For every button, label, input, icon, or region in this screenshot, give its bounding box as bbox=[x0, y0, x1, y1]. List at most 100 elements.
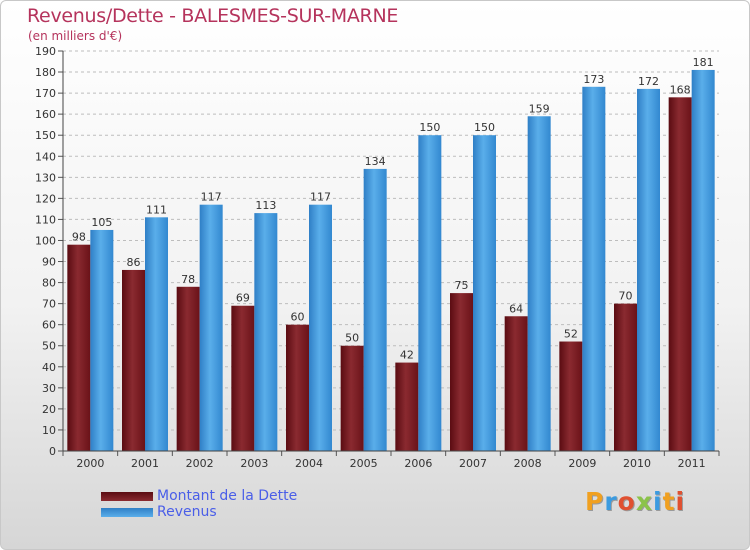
legend-label-revenus: Revenus bbox=[157, 504, 217, 520]
bar-dette bbox=[340, 345, 364, 451]
data-label: 168 bbox=[670, 83, 691, 96]
x-tick-label: 2009 bbox=[568, 457, 596, 470]
bar-revenus bbox=[90, 229, 114, 451]
data-label: 111 bbox=[146, 203, 167, 216]
x-tick-label: 2007 bbox=[459, 457, 487, 470]
data-label: 172 bbox=[638, 75, 659, 88]
y-tick-label: 190 bbox=[35, 45, 56, 58]
y-tick-label: 140 bbox=[35, 150, 56, 163]
proxiti-logo: Proxiti bbox=[585, 487, 685, 516]
bar-dette bbox=[559, 341, 583, 451]
bar-revenus bbox=[363, 168, 387, 452]
bar-revenus bbox=[418, 135, 442, 452]
data-label: 173 bbox=[583, 73, 604, 86]
y-tick-label: 130 bbox=[35, 171, 56, 184]
x-tick-label: 2001 bbox=[131, 457, 159, 470]
data-label: 181 bbox=[693, 56, 714, 69]
x-tick-label: 2004 bbox=[295, 457, 323, 470]
y-tick-label: 50 bbox=[42, 340, 56, 353]
data-label: 159 bbox=[529, 102, 550, 115]
labels-layer: 98 105 86 111 78 117 69 113 60 117 50 134 42 150 75 150… bbox=[72, 56, 714, 362]
bar-revenus bbox=[309, 204, 332, 451]
bar-revenus bbox=[199, 204, 223, 451]
y-tick-label: 40 bbox=[42, 361, 56, 374]
legend-swatch-revenus bbox=[101, 507, 153, 517]
data-label: 98 bbox=[72, 231, 86, 244]
bar-dette bbox=[286, 324, 309, 451]
data-label: 86 bbox=[127, 256, 141, 269]
bar-revenus bbox=[637, 88, 660, 451]
data-label: 78 bbox=[181, 273, 195, 286]
logo-letter: x bbox=[635, 487, 653, 516]
logo-letter: i bbox=[653, 487, 663, 516]
y-tick-label: 70 bbox=[42, 298, 56, 311]
data-label: 64 bbox=[509, 302, 523, 315]
data-label: 150 bbox=[419, 121, 440, 134]
y-tick-label: 20 bbox=[42, 403, 56, 416]
y-tick-label: 60 bbox=[42, 319, 56, 332]
legend: Montant de la Dette Revenus bbox=[101, 488, 297, 520]
y-tick-label: 90 bbox=[42, 256, 56, 269]
bar-dette bbox=[176, 286, 200, 451]
y-tick-label: 30 bbox=[42, 382, 56, 395]
data-label: 134 bbox=[365, 155, 386, 168]
data-label: 150 bbox=[474, 121, 495, 134]
bar-revenus bbox=[254, 213, 278, 451]
bar-revenus bbox=[691, 69, 715, 452]
legend-swatch-dette bbox=[101, 491, 153, 501]
data-label: 117 bbox=[201, 191, 222, 204]
y-tick-label: 150 bbox=[35, 129, 56, 142]
bar-dette bbox=[122, 269, 145, 451]
bars-layer bbox=[67, 69, 715, 452]
bar-dette bbox=[231, 305, 255, 451]
logo-letter: r bbox=[604, 487, 618, 516]
legend-label-dette: Montant de la Dette bbox=[157, 488, 298, 504]
y-tick-label: 110 bbox=[35, 213, 56, 226]
bar-dette bbox=[450, 293, 473, 451]
data-label: 70 bbox=[619, 290, 633, 303]
y-tick-label: 0 bbox=[49, 445, 56, 458]
x-tick-label: 2011 bbox=[678, 457, 706, 470]
bar-dette bbox=[504, 316, 528, 451]
x-tick-label: 2010 bbox=[623, 457, 651, 470]
bar-revenus bbox=[527, 116, 551, 452]
data-label: 50 bbox=[345, 332, 359, 345]
bar-dette bbox=[395, 362, 419, 451]
bar-revenus bbox=[582, 86, 606, 451]
logo-letter: o bbox=[617, 487, 636, 516]
legend-item-dette: Montant de la Dette bbox=[101, 488, 297, 504]
data-label: 113 bbox=[255, 199, 276, 212]
y-tick-label: 170 bbox=[35, 87, 56, 100]
bar-dette bbox=[614, 303, 637, 451]
y-tick-label: 10 bbox=[42, 424, 56, 437]
bar-dette bbox=[668, 97, 692, 451]
y-tick-label: 80 bbox=[42, 277, 56, 290]
data-label: 75 bbox=[455, 279, 469, 292]
x-tick-label: 2000 bbox=[76, 457, 104, 470]
bar-revenus bbox=[473, 135, 496, 452]
chart-subtitle: (en milliers d'€) bbox=[28, 29, 123, 43]
data-label: 52 bbox=[564, 328, 578, 341]
logo-letter: t bbox=[662, 487, 676, 516]
data-label: 69 bbox=[236, 292, 250, 305]
data-label: 60 bbox=[291, 311, 305, 324]
logo-letter: i bbox=[675, 487, 686, 516]
y-tick-label: 160 bbox=[35, 108, 56, 121]
y-tick-label: 180 bbox=[35, 66, 56, 79]
chart-title: Revenus/Dette - BALESMES-SUR-MARNE bbox=[27, 5, 399, 27]
y-tick-label: 100 bbox=[35, 234, 56, 247]
grid-layer bbox=[63, 50, 719, 452]
data-label: 105 bbox=[91, 216, 112, 229]
x-tick-label: 2003 bbox=[240, 457, 268, 470]
legend-item-revenus: Revenus bbox=[101, 504, 297, 520]
y-tick-label: 120 bbox=[35, 192, 56, 205]
x-tick-label: 2008 bbox=[514, 457, 542, 470]
x-tick-label: 2002 bbox=[186, 457, 214, 470]
logo-letter: P bbox=[585, 487, 605, 516]
axis-layer: 0 10 20 30 40 50 60 70 80 90 100 110 120 130 140 150 160… bbox=[35, 45, 720, 470]
x-tick-label: 2006 bbox=[404, 457, 432, 470]
x-tick-label: 2005 bbox=[350, 457, 378, 470]
bar-revenus bbox=[145, 217, 168, 451]
